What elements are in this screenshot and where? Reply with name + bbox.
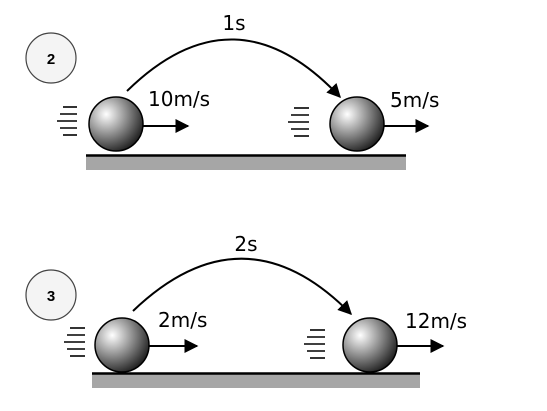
motion-lines-icon (57, 106, 77, 136)
ball-final: 5m/s (288, 88, 439, 152)
ball (94, 317, 150, 373)
scenario-number: 2 (47, 51, 55, 68)
time-label: 2s (234, 232, 257, 256)
ground-surface (86, 156, 406, 170)
ball-initial: 10m/s (57, 87, 210, 152)
trajectory-arrow (126, 38, 341, 99)
trajectory-arrow (132, 257, 352, 315)
ball (329, 96, 385, 152)
scenario-2: 2 1s 10m/s (25, 11, 439, 170)
final-speed-label: 12m/s (405, 309, 467, 333)
motion-lines-icon (288, 107, 309, 137)
motion-lines-icon (64, 327, 85, 357)
final-speed-label: 5m/s (390, 88, 439, 112)
ball-final: 12m/s (304, 309, 467, 373)
initial-speed-label: 2m/s (158, 308, 207, 332)
scenario-number: 3 (47, 288, 55, 305)
scenario-number-badge: 2 (25, 32, 77, 84)
ground (86, 154, 406, 170)
motion-lines-icon (304, 329, 325, 359)
badge-circle (25, 269, 77, 321)
badge-circle (25, 32, 77, 84)
time-label: 1s (222, 11, 245, 35)
ball (342, 317, 398, 373)
ground (92, 372, 420, 388)
ball (88, 96, 144, 152)
scenario-3: 3 2s 2m/s (25, 232, 467, 388)
scenario-number-badge: 3 (25, 269, 77, 321)
initial-speed-label: 10m/s (148, 87, 210, 111)
ball-initial: 2m/s (64, 308, 207, 373)
ground-surface (92, 374, 420, 388)
